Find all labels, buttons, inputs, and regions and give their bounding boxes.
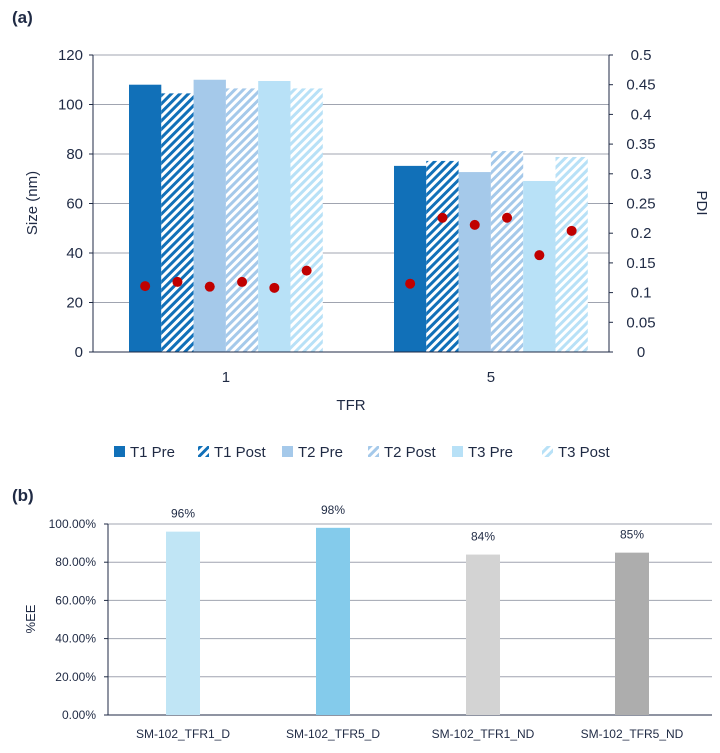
y2-tick-label: 0.5 xyxy=(631,47,652,64)
y-tick-label: 40.00% xyxy=(55,632,96,646)
pdi-point xyxy=(172,276,183,287)
x-tick-label: SM-102_TFR5_D xyxy=(286,727,380,741)
y2-tick-label: 0.1 xyxy=(631,285,652,302)
bar-t3-pre xyxy=(523,180,556,352)
legend-label: T3 Pre xyxy=(468,444,513,461)
bar-t2-pre xyxy=(193,79,226,352)
ee-bar xyxy=(316,527,350,715)
bar-t3-post xyxy=(555,156,588,352)
y2-tick-label: 0.05 xyxy=(626,314,655,331)
pdi-point xyxy=(566,225,577,236)
y-tick-label: 60.00% xyxy=(55,593,96,607)
pdi-point xyxy=(237,276,248,287)
bar-t2-post xyxy=(225,88,259,352)
ee-bar xyxy=(166,531,200,715)
legend-swatch xyxy=(114,446,125,457)
y-tick-label: 100.00% xyxy=(49,517,97,531)
ee-bar xyxy=(466,554,500,715)
pdi-point xyxy=(301,265,312,276)
pdi-point xyxy=(269,282,280,293)
bar-t3-post xyxy=(290,88,323,352)
legend-swatch xyxy=(368,446,379,457)
y-axis-title: %EE xyxy=(23,604,38,633)
y2-tick-label: 0.45 xyxy=(626,77,655,94)
bar-t1-pre xyxy=(394,165,427,352)
bar-t3-pre xyxy=(258,80,291,353)
panel-label-b: (b) xyxy=(12,486,34,505)
pdi-point xyxy=(140,281,151,292)
y2-axis-title: PDI xyxy=(693,190,710,215)
x-tick-label: SM-102_TFR1_D xyxy=(136,727,230,741)
x-tick-label: SM-102_TFR1_ND xyxy=(432,727,535,741)
y2-tick-label: 0.15 xyxy=(626,255,655,272)
y-axis-title: Size (nm) xyxy=(24,171,41,235)
bar-t2-pre xyxy=(458,172,491,352)
pdi-point xyxy=(469,219,480,230)
x-tick-label: SM-102_TFR5_ND xyxy=(581,727,684,741)
bar-t1-pre xyxy=(129,84,162,352)
legend-label: T2 Post xyxy=(384,444,437,461)
pdi-point xyxy=(502,212,513,223)
y-tick-label: 60 xyxy=(66,196,83,213)
legend-label: T1 Post xyxy=(214,444,267,461)
y-tick-label: 0.00% xyxy=(62,708,96,722)
y-tick-label: 120 xyxy=(58,47,83,64)
panel-label-a: (a) xyxy=(12,8,33,27)
y-tick-label: 100 xyxy=(58,97,83,114)
x-tick-label: 5 xyxy=(487,369,495,386)
x-tick-label: 1 xyxy=(222,369,230,386)
legend-label: T3 Post xyxy=(558,444,611,461)
legend-swatch xyxy=(542,446,553,457)
ee-bar xyxy=(615,552,649,715)
data-label: 85% xyxy=(620,528,644,542)
pdi-point xyxy=(437,212,448,223)
legend-swatch xyxy=(282,446,293,457)
data-label: 84% xyxy=(471,530,495,544)
y-tick-label: 40 xyxy=(66,245,83,262)
bar-t1-post xyxy=(426,160,459,352)
bar-t1-post xyxy=(161,93,194,353)
y-tick-label: 20.00% xyxy=(55,670,96,684)
y2-tick-label: 0.35 xyxy=(626,136,655,153)
x-axis-title: TFR xyxy=(336,397,365,414)
y2-tick-label: 0.4 xyxy=(631,106,652,123)
y-tick-label: 0 xyxy=(75,344,83,361)
y-tick-label: 80.00% xyxy=(55,555,96,569)
data-label: 98% xyxy=(321,503,345,517)
data-label: 96% xyxy=(171,507,195,521)
y2-tick-label: 0.2 xyxy=(631,225,652,242)
legend-label: T1 Pre xyxy=(130,444,175,461)
pdi-point xyxy=(534,250,545,261)
y-tick-label: 80 xyxy=(66,146,83,163)
y2-tick-label: 0 xyxy=(637,344,645,361)
legend-swatch xyxy=(198,446,209,457)
y2-tick-label: 0.25 xyxy=(626,196,655,213)
y-tick-label: 20 xyxy=(66,295,83,312)
legend-label: T2 Pre xyxy=(298,444,343,461)
y2-tick-label: 0.3 xyxy=(631,166,652,183)
pdi-point xyxy=(405,278,416,289)
bar-t2-post xyxy=(490,151,524,352)
legend-swatch xyxy=(452,446,463,457)
pdi-point xyxy=(204,281,215,292)
